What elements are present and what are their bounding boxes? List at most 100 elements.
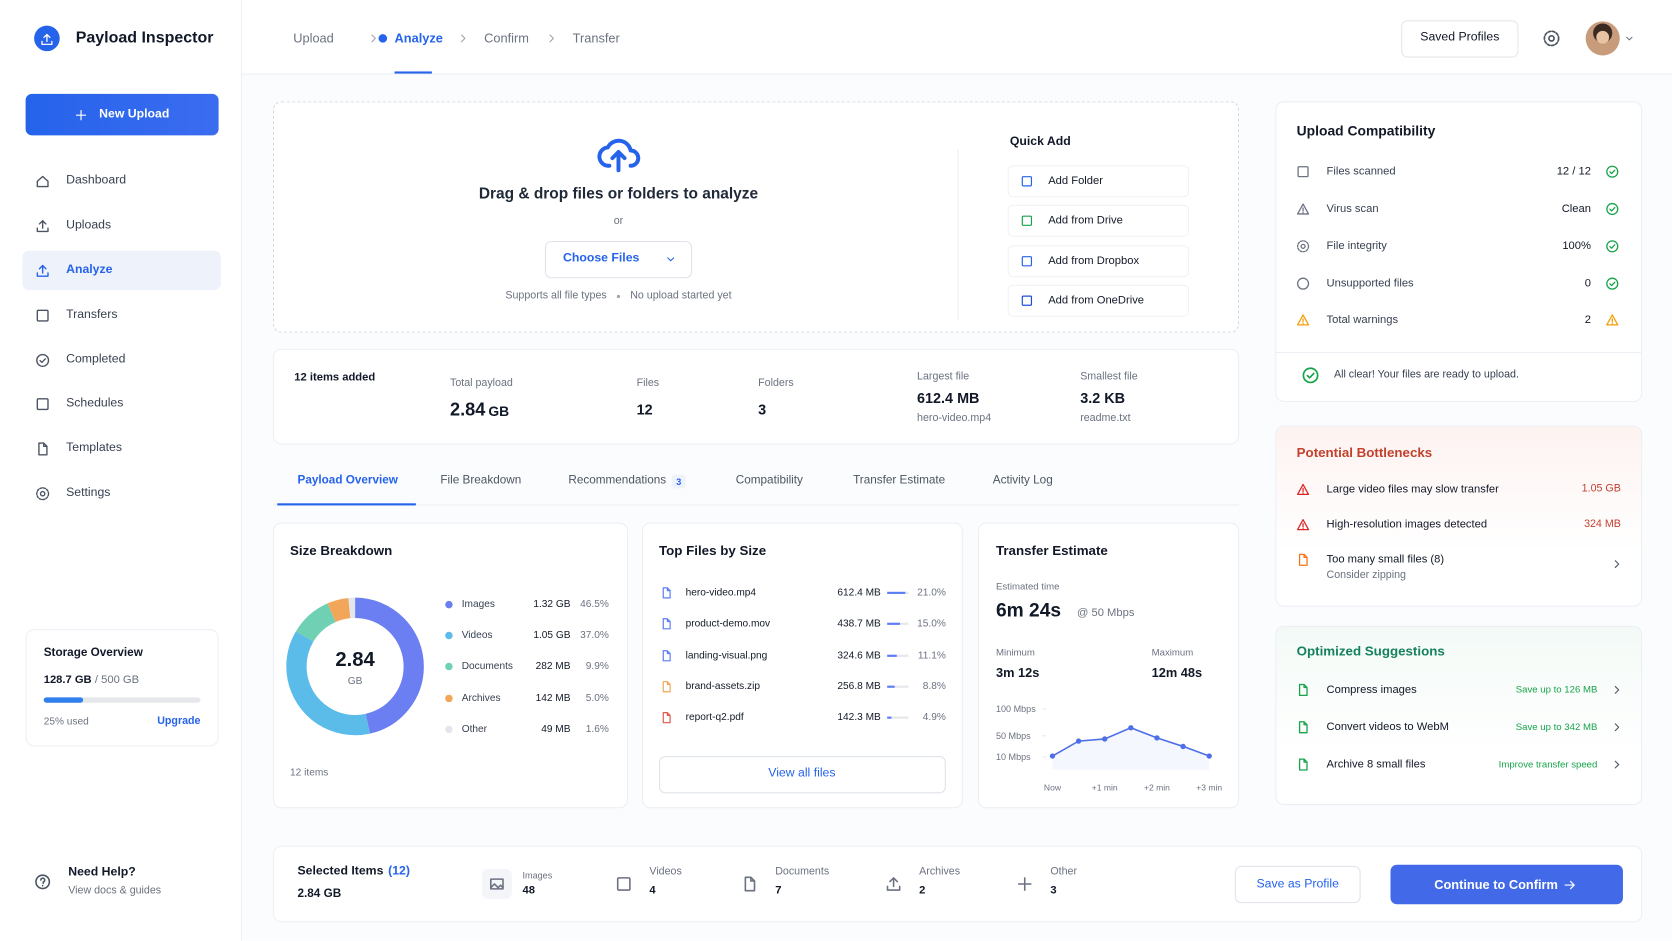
file-name: product-demo.mov [685, 617, 771, 630]
card-title: Optimized Suggestions [1296, 643, 1445, 659]
file-size: 438.7 MB [837, 617, 881, 630]
quick-add-label[interactable]: Add from Drive [1048, 214, 1123, 227]
tab[interactable]: Activity Log [992, 473, 1053, 487]
nav-item[interactable]: Completed [66, 353, 126, 366]
file-percent: 11.1% [917, 649, 946, 662]
selected-label: Selected Items [297, 864, 384, 878]
type-icon-bg [481, 869, 512, 899]
view-all-label[interactable]: View all files [768, 766, 836, 780]
bottleneck-sub: Consider zipping [1326, 569, 1406, 582]
step[interactable]: Confirm [484, 30, 529, 46]
app-name: Payload Inspector [75, 28, 214, 47]
suggestions-card [1275, 625, 1643, 806]
upgrade-link[interactable]: Upgrade [157, 715, 201, 728]
saved-profiles-button[interactable] [1401, 20, 1519, 58]
quick-add-item[interactable] [1007, 245, 1189, 278]
tab[interactable]: Transfer Estimate [853, 473, 946, 487]
view-all-button[interactable] [658, 756, 946, 794]
nav-item[interactable]: Uploads [66, 218, 112, 232]
stat-value: 3.2 KB [1080, 390, 1126, 407]
step[interactable]: Upload [293, 30, 334, 46]
nav-item[interactable]: Settings [66, 486, 111, 500]
compat-label: Unsupported files [1326, 276, 1414, 290]
selected-count: (12) [388, 864, 410, 878]
stat-value: 3 [758, 401, 767, 418]
x-tick-label: +2 min [1144, 782, 1170, 793]
estimate-speed: @ 50 Mbps [1076, 606, 1135, 620]
card-title: Size Breakdown [290, 543, 393, 559]
dropzone-title: Drag & drop files or folders to analyze [478, 185, 759, 203]
save-profile-button[interactable] [1234, 865, 1361, 904]
choose-files-label[interactable]: Choose Files [563, 251, 640, 265]
file-bar-track [887, 716, 909, 719]
file-percent: 15.0% [917, 617, 946, 630]
stat-sub: readme.txt [1080, 412, 1131, 425]
y-tick-label: 50 Mbps [995, 730, 1031, 741]
stat-label: Smallest file [1080, 371, 1138, 383]
suggestion-text[interactable]: Compress images [1326, 683, 1417, 696]
saved-profiles-label[interactable]: Saved Profiles [1420, 31, 1500, 44]
storage-track [43, 697, 201, 703]
quick-add-item[interactable] [1007, 284, 1189, 317]
nav-item[interactable]: Schedules [66, 396, 124, 410]
quick-add-item[interactable] [1007, 165, 1189, 198]
compat-label: Virus scan [1326, 202, 1379, 216]
sidebar [0, 0, 243, 941]
bottleneck-value: 324 MB [1584, 518, 1621, 530]
new-upload-button[interactable] [25, 93, 219, 136]
y-tick-label: 10 Mbps [995, 751, 1031, 763]
items-added: 12 items added [294, 370, 376, 384]
legend-percent: 5.0% [585, 692, 609, 705]
estimate-value: 6m 24s [995, 599, 1062, 621]
continue-label[interactable]: Continue to Confirm [1434, 876, 1558, 892]
tab[interactable]: Compatibility [735, 473, 803, 487]
step[interactable]: Analyze [394, 30, 443, 46]
storage-fill [43, 697, 83, 703]
legend-size: 1.05 GB [533, 629, 571, 642]
bottleneck-text: Too many small files (8) [1326, 553, 1445, 566]
type-count: 48 [522, 883, 535, 897]
nav-item[interactable]: Transfers [66, 308, 118, 322]
size-breakdown-card [272, 522, 629, 809]
dropzone-divider [957, 149, 959, 320]
step[interactable]: Transfer [572, 30, 620, 46]
legend-size: 1.32 GB [533, 598, 571, 611]
nav-item[interactable]: Templates [66, 441, 123, 455]
legend-name: Other [461, 723, 488, 736]
dropzone-or: or [613, 215, 624, 228]
suggestion-text[interactable]: Convert videos to WebM [1326, 720, 1449, 734]
compat-label: File integrity [1326, 239, 1387, 253]
nav-active-bg [22, 250, 221, 291]
quick-add-label[interactable]: Add from Dropbox [1048, 254, 1140, 268]
nav-item[interactable]: Analyze [66, 263, 113, 277]
legend-size: 282 MB [535, 660, 571, 673]
quick-add-label[interactable]: Add from OneDrive [1048, 293, 1145, 307]
compat-message: All clear! Your files are ready to uploa… [1333, 368, 1519, 381]
file-percent: 4.9% [922, 711, 946, 724]
suggestion-text[interactable]: Archive 8 small files [1326, 757, 1426, 771]
tab[interactable]: Recommendations [568, 473, 667, 487]
storage-card [25, 629, 219, 747]
x-tick-label: +3 min [1196, 782, 1223, 793]
new-upload-label[interactable]: New Upload [99, 107, 170, 121]
save-profile-label[interactable]: Save as Profile [1256, 877, 1339, 890]
help-title: Need Help? [68, 865, 136, 879]
compat-label: Files scanned [1326, 164, 1396, 178]
continue-button[interactable] [1390, 864, 1623, 905]
quick-add-item[interactable] [1007, 204, 1189, 237]
dropzone-note: Supports all file types [505, 290, 607, 302]
choose-files-button[interactable] [544, 240, 693, 279]
nav-item[interactable]: Dashboard [66, 173, 127, 187]
suggestion-note: Improve transfer speed [1498, 758, 1598, 770]
dropzone-note: No upload started yet [630, 290, 732, 302]
type-label: Archives [919, 865, 961, 878]
card-title: Transfer Estimate [995, 543, 1108, 559]
file-percent: 21.0% [917, 586, 946, 599]
type-label: Images [522, 870, 553, 881]
bottleneck-value: 1.05 GB [1581, 483, 1621, 495]
tab-underline [277, 503, 416, 506]
quick-add-label[interactable]: Add Folder [1048, 174, 1103, 188]
tab[interactable]: Payload Overview [297, 473, 398, 487]
tab[interactable]: File Breakdown [440, 473, 522, 487]
legend-name: Documents [461, 660, 513, 673]
